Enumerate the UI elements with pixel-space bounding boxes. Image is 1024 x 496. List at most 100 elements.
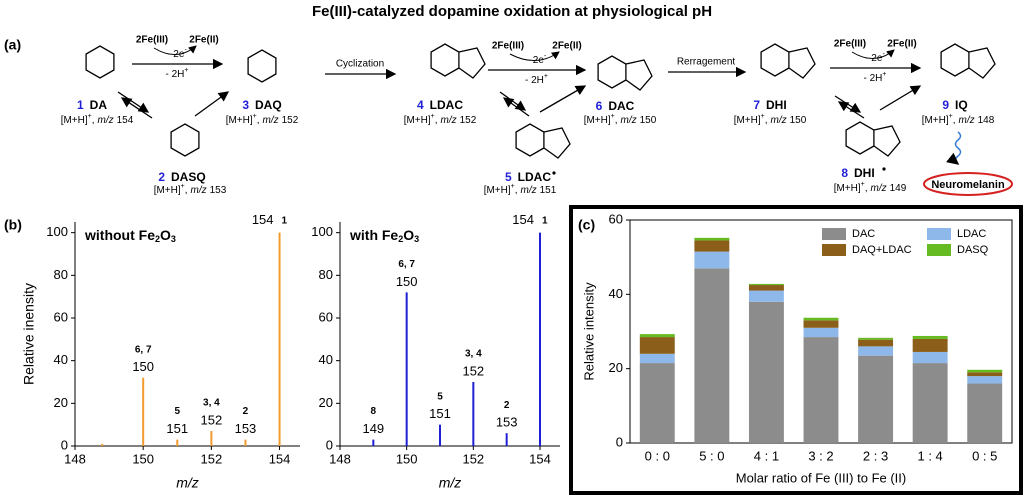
compound-number: 8 — [841, 166, 848, 180]
separator: , — [953, 115, 956, 126]
ring — [873, 125, 901, 157]
ion-label: [M+H]+, m/z 152 — [226, 113, 299, 126]
e: - 2e — [167, 49, 185, 60]
title-part: O — [160, 227, 171, 243]
arrow — [499, 91, 527, 111]
h: - 2H — [864, 73, 883, 84]
title-part: with Fe — [349, 227, 398, 243]
mz-label: m/z — [771, 115, 787, 126]
ring — [760, 43, 790, 77]
bar-segment — [967, 369, 1003, 373]
bar-segment — [639, 337, 675, 354]
peak-annotation: 3, 4 — [465, 349, 482, 360]
x-tick-label: 2 : 3 — [863, 448, 888, 463]
peak-label: 149 — [362, 421, 384, 436]
oxidant: 2Fe(III) — [492, 41, 524, 52]
ion-charge: + — [861, 181, 865, 188]
step-label: Rerragement — [677, 57, 736, 68]
curve-arrow — [509, 51, 560, 61]
ion-label: [M+H]+, m/z 149 — [834, 181, 907, 194]
compound-name: DASQ — [171, 170, 206, 184]
h-charge: + — [882, 71, 886, 78]
separator: , — [515, 185, 518, 196]
ring — [543, 127, 571, 159]
bar-segment — [912, 338, 948, 352]
ion-charge: + — [253, 113, 257, 120]
y-tick-label: 40 — [609, 286, 623, 301]
ring — [940, 43, 970, 77]
y-tick-label: 0 — [61, 437, 68, 452]
y-tick-label: 80 — [319, 267, 333, 282]
h: - 2H — [166, 69, 185, 80]
peak-annotation: 5 — [437, 391, 443, 402]
ion-label: [M+H]+, m/z 152 — [404, 113, 477, 126]
bar-segment — [858, 346, 894, 356]
bar-segment — [694, 251, 730, 269]
compound-label: 6 DAC — [596, 99, 635, 113]
h-charge: + — [544, 73, 548, 80]
product: Neuromelanin — [931, 179, 1005, 191]
x-tick-label: 152 — [462, 451, 484, 466]
peak-label: 154 — [512, 212, 534, 227]
figure-title: Fe(III)-catalyzed dopamine oxidation at … — [312, 3, 712, 20]
ion: [M+H] — [584, 115, 611, 126]
ring — [968, 47, 996, 79]
product-oval — [923, 172, 1013, 196]
ion: [M+H] — [226, 115, 253, 126]
x-tick-label: 150 — [132, 451, 154, 466]
compound-label: 1 DA — [77, 98, 107, 112]
x-axis-label: m/z — [176, 475, 199, 491]
ion-charge: + — [761, 113, 765, 120]
peak-label: 153 — [496, 415, 518, 430]
bar-segment — [639, 363, 675, 443]
arrow — [539, 85, 587, 113]
y-tick-label: 0 — [326, 437, 333, 452]
peak-annotation: 8 — [371, 406, 377, 417]
curve-arrow — [851, 49, 895, 59]
ion-charge: + — [88, 113, 92, 120]
ion-label: [M+H]+, m/z 150 — [584, 113, 657, 126]
ion: [M+H] — [61, 115, 88, 126]
bar-segment — [748, 283, 784, 286]
chart-title: without Fe2O3 — [84, 227, 176, 245]
peak-annotation: 5 — [174, 406, 180, 417]
h-charge: + — [184, 67, 188, 74]
compound-name: DAQ — [255, 98, 282, 112]
legend-swatch — [927, 228, 951, 240]
peak-annotation: 6, 7 — [398, 259, 415, 270]
bar-segment — [748, 290, 784, 302]
x-tick-label: 5 : 0 — [699, 448, 724, 463]
ion-charge: + — [181, 183, 185, 190]
compound-label: 3 DAQ — [242, 98, 281, 112]
title-part: O — [403, 227, 414, 243]
x-tick-label: 3 : 2 — [808, 448, 833, 463]
separator: , — [435, 115, 438, 126]
x-tick-label: 4 : 1 — [754, 448, 779, 463]
radical-dot — [882, 167, 886, 171]
y-tick-label: 20 — [319, 395, 333, 410]
peak-label: 151 — [429, 406, 451, 421]
arrow — [120, 97, 153, 119]
separator: , — [865, 183, 868, 194]
ion-label: [M+H]+, m/z 150 — [734, 113, 807, 126]
arrow — [194, 91, 230, 117]
compound-label: 5 LDAC — [505, 170, 551, 184]
legend-label: LDAC — [957, 228, 986, 240]
step-label: Cyclization — [336, 59, 384, 70]
separator: , — [257, 115, 260, 126]
bar-segment — [639, 353, 675, 364]
peak-label: 150 — [396, 274, 418, 289]
legend-swatch — [927, 244, 951, 256]
compound-name: LDAC — [518, 170, 552, 184]
peak-annotation: 1 — [282, 215, 288, 226]
compound-number: 4 — [417, 98, 424, 112]
ring — [597, 55, 627, 89]
compound-label: 4 LDAC — [417, 98, 463, 112]
reductant: 2Fe(II) — [552, 41, 581, 52]
y-tick-label: 40 — [319, 352, 333, 367]
x-tick-label: 0 : 5 — [972, 448, 997, 463]
bar-segment — [967, 376, 1003, 384]
e-charge: - — [882, 51, 885, 58]
mz-value: 149 — [890, 183, 907, 194]
x-tick-label: 154 — [269, 451, 291, 466]
